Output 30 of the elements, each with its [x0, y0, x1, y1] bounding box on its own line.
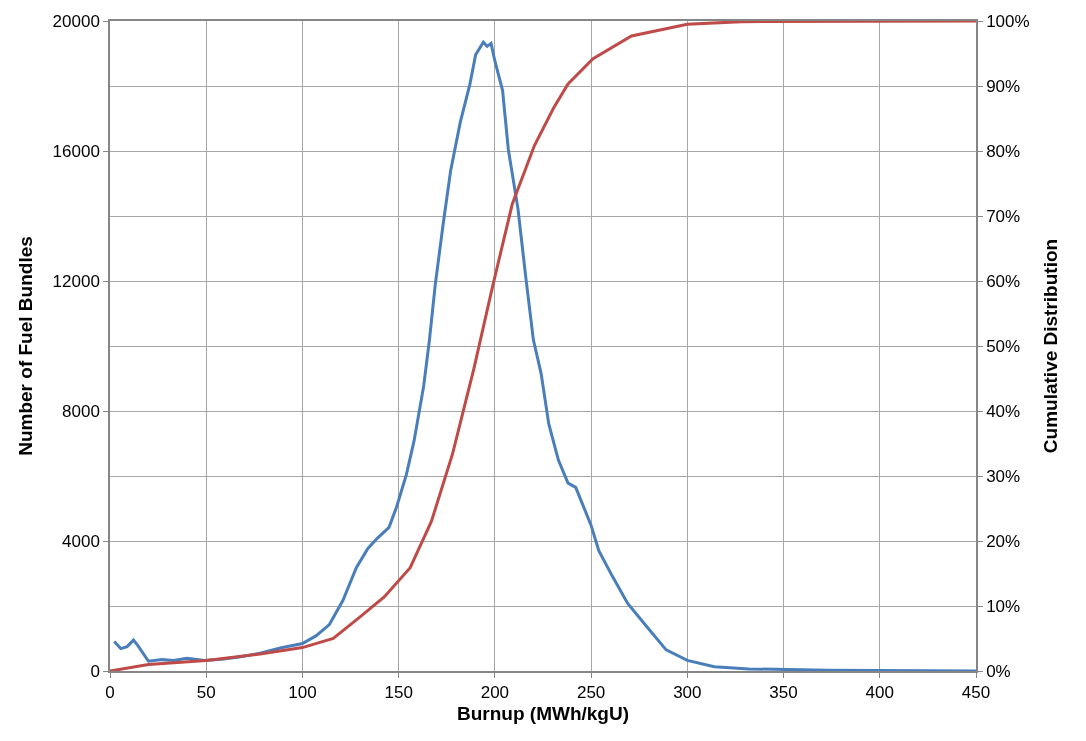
y-tick-label: 16000 [52, 141, 100, 161]
y2-tick-label: 20% [986, 531, 1021, 551]
y-tick-label: 4000 [62, 531, 100, 551]
x-tick-label: 150 [384, 683, 413, 703]
y2-tick-label: 10% [986, 596, 1021, 616]
x-tick-label: 250 [576, 683, 606, 703]
x-tick-label: 200 [480, 683, 510, 703]
y2-tick-label: 30% [986, 466, 1021, 486]
y2-tick-label: 70% [986, 206, 1021, 226]
y-tick-label: 8000 [62, 401, 100, 421]
y2-tick-label: 50% [986, 336, 1021, 356]
x-axis-title: Burnup (MWh/kgU) [456, 703, 630, 725]
x-tick-label: 450 [961, 683, 991, 703]
y2-tick-label: 60% [986, 271, 1021, 291]
y-tick-label: 12000 [52, 271, 100, 291]
y2-tick-label: 90% [986, 76, 1021, 96]
y-axis-title: Number of Fuel Bundles [14, 236, 36, 456]
y2-axis-title: Cumulative Distribution [1039, 238, 1061, 454]
x-tick-label: 50 [196, 683, 216, 703]
x-tick-label: 350 [769, 683, 798, 703]
y2-tick-label: 40% [986, 401, 1021, 421]
x-tick-label: 0 [105, 683, 115, 703]
y2-tick-label: 0% [986, 661, 1011, 681]
x-tick-label: 400 [865, 683, 894, 703]
x-tick-label: 100 [288, 683, 317, 703]
y-tick-label: 0 [90, 661, 100, 681]
y2-tick-label: 80% [986, 141, 1021, 161]
x-tick-label: 300 [673, 683, 702, 703]
y-tick-label: 20000 [52, 11, 100, 31]
y2-tick-label: 100% [986, 11, 1030, 31]
